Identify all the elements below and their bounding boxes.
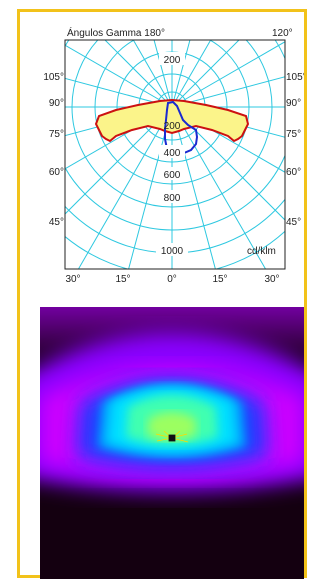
grid-spoke xyxy=(171,40,191,108)
angle-label: 15° xyxy=(115,274,130,285)
grid-spoke xyxy=(171,76,285,108)
grid-spoke xyxy=(128,106,173,269)
angle-label: 30° xyxy=(264,274,279,285)
grid-spoke xyxy=(65,77,173,108)
angle-label: 60° xyxy=(286,167,301,178)
curve-c0-180 xyxy=(94,98,250,143)
angle-label: 90° xyxy=(49,98,64,109)
angle-label: 105° xyxy=(43,72,64,83)
grid-spoke xyxy=(171,106,285,221)
grid-spoke xyxy=(171,106,216,269)
right-angle-labels: 105° 90° 75° 60° 45° xyxy=(286,72,304,228)
polar-diagram: Ángulos Gamma 180° 120° cd/klm 105° 90° … xyxy=(43,26,304,285)
angle-label: 75° xyxy=(286,129,301,140)
grid-spoke xyxy=(171,41,285,108)
isolux-image xyxy=(40,307,304,579)
grid-spoke xyxy=(171,40,212,108)
grid-spoke xyxy=(171,106,267,269)
angle-label: 60° xyxy=(49,167,64,178)
radial-tick-labels: 200 200 400 600 800 1000 xyxy=(156,52,188,257)
unit-label: cd/klm xyxy=(247,246,276,257)
grid-spoke xyxy=(104,40,173,108)
angle-label: 75° xyxy=(49,129,64,140)
isolux-field xyxy=(40,307,304,492)
polar-grid xyxy=(65,40,285,269)
radial-tick: 400 xyxy=(164,148,181,159)
grid-spoke xyxy=(153,40,173,108)
grid-spoke xyxy=(65,106,173,215)
bottom-angle-labels: 30° 15° 0° 15° 30° xyxy=(65,274,279,285)
radial-tick: 200 xyxy=(164,55,181,66)
radial-tick: 200 xyxy=(164,121,181,132)
luminaire-icon xyxy=(155,430,189,443)
radial-tick: 1000 xyxy=(161,246,184,257)
plot-border xyxy=(64,39,286,270)
angle-label: 45° xyxy=(49,217,64,228)
top-right-angle: 120° xyxy=(272,28,293,39)
angle-label: 30° xyxy=(65,274,80,285)
grid-spoke xyxy=(171,106,285,173)
polar-title: Ángulos Gamma 180° xyxy=(67,26,165,39)
angle-label: 15° xyxy=(212,274,227,285)
photometric-panel: Ángulos Gamma 180° 120° cd/klm 105° 90° … xyxy=(17,9,307,579)
grid-spoke xyxy=(77,106,173,269)
grid-spoke xyxy=(65,44,173,108)
angle-label: 105° xyxy=(286,72,304,83)
grid-spoke xyxy=(171,40,240,108)
grid-spoke xyxy=(65,106,173,170)
angle-label: 45° xyxy=(286,217,301,228)
radial-tick: 600 xyxy=(164,170,181,181)
angle-label: 90° xyxy=(286,98,301,109)
angle-label: 0° xyxy=(167,274,177,285)
curve-c90-270 xyxy=(164,100,199,156)
left-angle-labels: 105° 90° 75° 60° 45° xyxy=(43,72,64,228)
grid-spoke xyxy=(132,40,173,108)
radial-tick: 800 xyxy=(164,193,181,204)
